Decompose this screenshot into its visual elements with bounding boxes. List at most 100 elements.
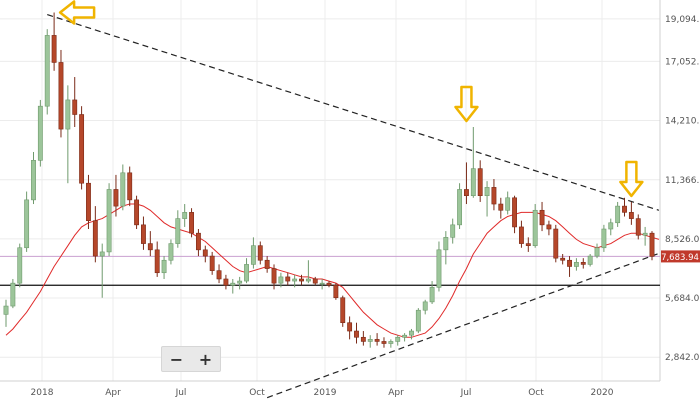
candle-body — [388, 341, 394, 344]
candle — [175, 210, 181, 248]
candle — [498, 197, 504, 219]
candle — [209, 251, 215, 275]
candle-body — [250, 245, 256, 265]
candle — [195, 229, 201, 257]
candle-body — [395, 336, 401, 342]
candle-body — [92, 220, 98, 257]
candle-body — [58, 62, 64, 130]
candle — [381, 337, 387, 348]
current-price-label: 7,683.94 — [661, 253, 699, 263]
candle — [154, 241, 160, 277]
candle — [182, 204, 188, 227]
candle — [113, 174, 119, 217]
candle — [512, 195, 517, 234]
candle-body — [402, 334, 408, 338]
candle — [147, 231, 153, 257]
candle-body — [429, 287, 435, 303]
candle-body — [422, 301, 428, 311]
candle — [257, 241, 263, 265]
candle — [347, 316, 353, 340]
candle — [79, 106, 85, 190]
candle-body — [367, 339, 373, 342]
candle-body — [594, 247, 600, 257]
zoom-out-button[interactable]: − — [169, 349, 184, 369]
candle-body — [10, 282, 16, 307]
candle-body — [175, 218, 181, 244]
candle-body — [491, 187, 497, 205]
candle — [305, 260, 311, 284]
candle-body — [409, 330, 414, 336]
candle-body — [573, 262, 579, 267]
candle — [37, 99, 43, 167]
candle — [573, 258, 579, 271]
candle — [402, 333, 408, 342]
candle — [134, 195, 140, 230]
candle — [615, 201, 621, 227]
candle — [429, 281, 435, 304]
x-tick-label: 2019 — [314, 388, 337, 398]
candle — [505, 191, 511, 215]
candle-body — [340, 297, 346, 324]
candle — [141, 216, 146, 250]
candle — [567, 256, 572, 277]
candle — [388, 339, 394, 348]
candle-body — [608, 222, 614, 230]
candle-body — [539, 209, 545, 226]
candle-body — [244, 264, 249, 282]
candle-body — [31, 160, 36, 201]
candle — [367, 335, 373, 348]
zoom-controls: − + — [161, 346, 221, 372]
candle-body — [546, 224, 552, 230]
candle — [532, 204, 538, 248]
candle-body — [374, 339, 380, 342]
x-tick-label: Jul — [460, 388, 472, 398]
x-tick-label: Apr — [388, 388, 404, 398]
candle-body — [147, 243, 153, 251]
candle — [106, 183, 112, 257]
x-tick-label: Oct — [249, 388, 265, 398]
candle — [457, 183, 463, 230]
candle-body — [3, 305, 9, 315]
candle — [223, 274, 229, 290]
candle — [443, 231, 449, 265]
candle — [622, 197, 627, 217]
candle-body — [649, 232, 655, 257]
y-tick-label: 11,366.00 — [665, 176, 700, 186]
trendline-resistance — [47, 14, 660, 211]
candle-body — [484, 187, 490, 197]
candle — [17, 243, 23, 288]
candle — [539, 201, 545, 232]
candle-body — [24, 199, 30, 249]
candle — [202, 245, 208, 263]
candle-body — [333, 284, 339, 299]
candle — [92, 206, 98, 263]
candle-body — [319, 282, 325, 285]
zoom-in-button[interactable]: + — [198, 349, 213, 369]
x-tick-label: Oct — [528, 388, 544, 398]
candle-body — [628, 212, 634, 219]
candle-body — [347, 322, 353, 332]
candle-body — [312, 278, 318, 284]
candle — [264, 256, 270, 273]
candle-body — [518, 226, 524, 244]
candle — [340, 295, 346, 327]
y-tick-label: 2,842.00 — [665, 353, 700, 363]
candle — [546, 220, 552, 236]
current-price-tag: 7,683.94 — [661, 250, 700, 263]
x-tick-label: 2020 — [591, 388, 614, 398]
candle — [230, 278, 236, 294]
candle-body — [512, 197, 517, 228]
candle — [86, 174, 91, 230]
x-tick-label: 2018 — [31, 388, 54, 398]
annotation-arrow-down-icon — [619, 160, 644, 198]
candle-body — [381, 341, 387, 344]
candle-body — [567, 259, 572, 267]
candle-body — [601, 228, 607, 249]
annotation-arrow-left-icon — [58, 0, 96, 25]
moving-average-line — [5, 203, 660, 338]
candle — [422, 299, 428, 315]
candle — [601, 224, 607, 252]
candle-body — [525, 243, 531, 246]
x-tick-label: Jul — [175, 388, 187, 398]
